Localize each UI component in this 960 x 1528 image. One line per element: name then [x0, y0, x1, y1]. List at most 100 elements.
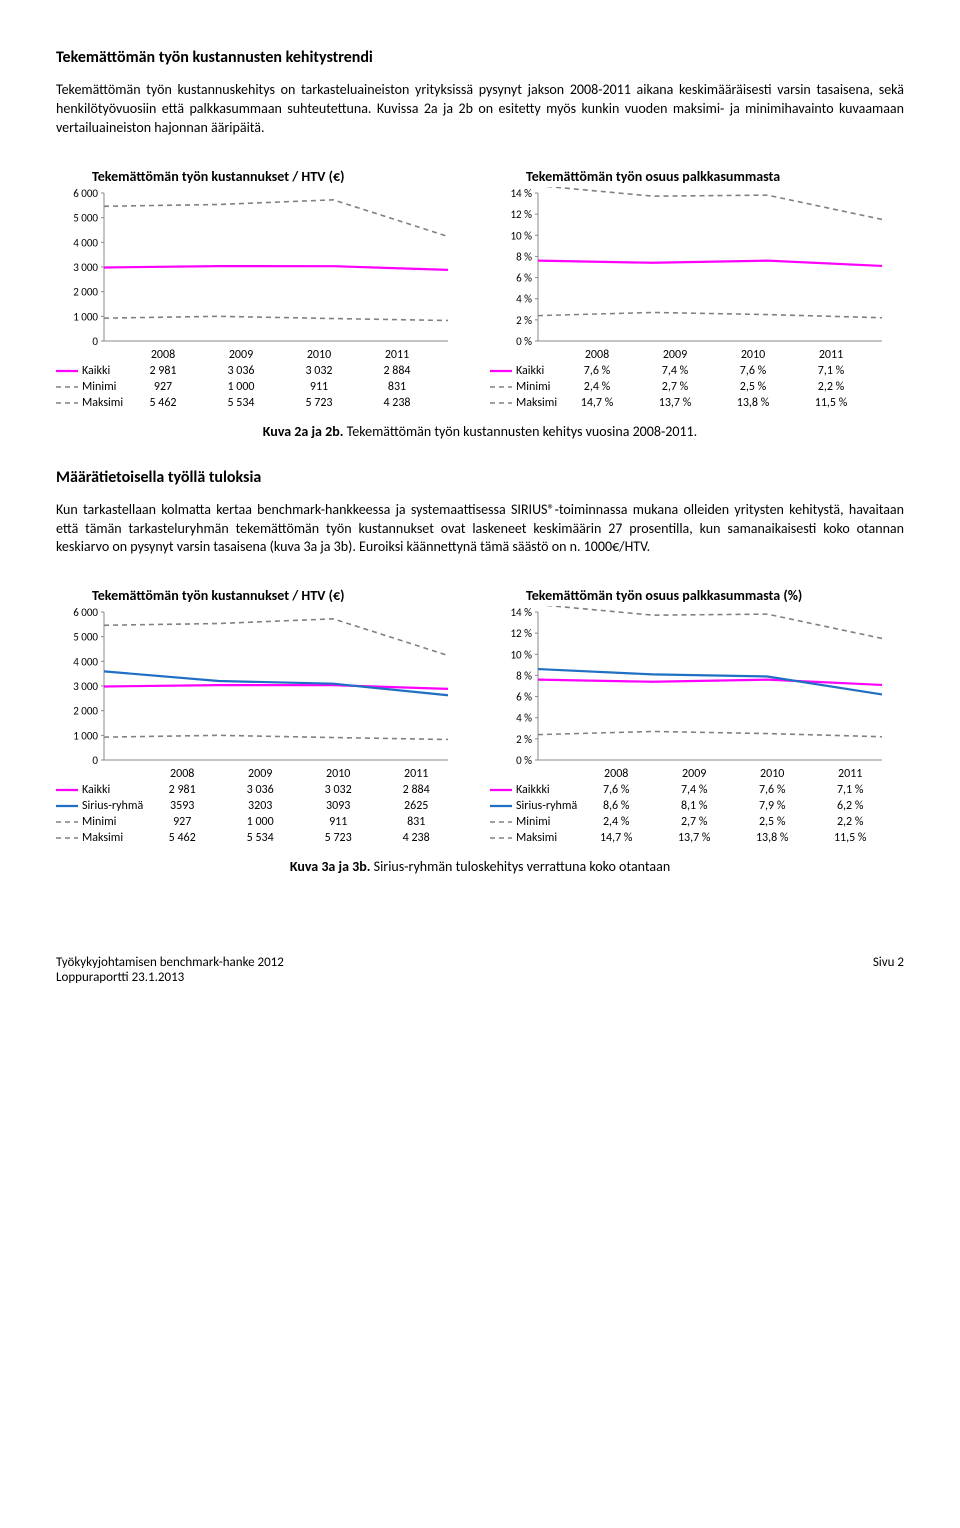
series-value: 2,7 %	[636, 379, 714, 395]
caption-2-rest: Tekemättömän työn kustannusten kehitys v…	[343, 423, 697, 440]
caption-2-bold: Kuva 2a ja 2b.	[263, 423, 344, 440]
series-label: Maksimi	[490, 830, 577, 846]
series-label: Sirius-ryhmä	[490, 798, 577, 814]
series-label: Kaikki	[490, 363, 558, 379]
y-tick-label: 10 %	[510, 649, 532, 662]
series-value: 14,7 %	[558, 395, 636, 411]
series-value: 2,2 %	[792, 379, 870, 395]
year-header: 2011	[377, 766, 455, 782]
chart-2a-title: Tekemättömän työn kustannukset / HTV (€)	[92, 168, 470, 185]
year-header: 2009	[655, 766, 733, 782]
series-value: 7,6 %	[577, 782, 655, 798]
series-value: 3593	[143, 798, 221, 814]
year-header: 2010	[733, 766, 811, 782]
chart-2a: Tekemättömän työn kustannukset / HTV (€)…	[56, 168, 470, 411]
series-value: 3 036	[221, 782, 299, 798]
series-label: Minimi	[56, 814, 143, 830]
series-value: 2 981	[143, 782, 221, 798]
series-value: 13,7 %	[636, 395, 714, 411]
series-label: Minimi	[490, 379, 558, 395]
series-value: 3203	[221, 798, 299, 814]
year-header: 2009	[202, 347, 280, 363]
y-tick-label: 8 %	[516, 250, 532, 263]
series-value: 11,5 %	[792, 395, 870, 411]
series-line	[538, 606, 882, 638]
series-line	[104, 736, 448, 740]
y-tick-label: 0 %	[516, 335, 532, 347]
series-label: Maksimi	[490, 395, 558, 411]
y-tick-label: 2 %	[516, 733, 532, 746]
series-line	[538, 187, 882, 219]
y-tick-label: 0	[92, 754, 98, 766]
y-tick-label: 1 000	[73, 310, 98, 323]
y-tick-label: 2 %	[516, 314, 532, 327]
y-tick-label: 10 %	[510, 229, 532, 242]
series-line	[104, 619, 448, 656]
chart-data-table: 2008200920102011Kaikkki7,6 %7,4 %7,6 %7,…	[490, 766, 889, 846]
series-value: 3 036	[202, 363, 280, 379]
chart-3a: Tekemättömän työn kustannukset / HTV (€)…	[56, 587, 470, 846]
year-header: 2010	[714, 347, 792, 363]
year-header: 2011	[358, 347, 436, 363]
series-value: 5 534	[221, 830, 299, 846]
series-label: Sirius-ryhmä	[56, 798, 143, 814]
y-tick-label: 8 %	[516, 670, 532, 683]
series-value: 831	[358, 379, 436, 395]
chart-3b: Tekemättömän työn osuus palkkasummasta (…	[490, 587, 904, 846]
footer-right: Sivu 2	[873, 955, 904, 985]
y-tick-label: 0	[92, 335, 98, 347]
series-value: 7,4 %	[655, 782, 733, 798]
series-value: 7,6 %	[714, 363, 792, 379]
series-value: 2,5 %	[714, 379, 792, 395]
series-value: 13,8 %	[714, 395, 792, 411]
series-value: 831	[377, 814, 455, 830]
y-tick-label: 6 000	[73, 606, 98, 619]
series-value: 2,4 %	[577, 814, 655, 830]
y-tick-label: 2 000	[73, 705, 98, 718]
footer-left: Työkykyjohtamisen benchmark-hanke 2012	[56, 955, 284, 970]
chart-svg: 01 0002 0003 0004 0005 0006 000	[56, 187, 456, 347]
caption-2: Kuva 2a ja 2b. Tekemättömän työn kustann…	[56, 423, 904, 440]
year-header: 2011	[811, 766, 889, 782]
heading-2: Määrätietoisella työllä tuloksia	[56, 468, 904, 487]
series-label: Kaikki	[56, 363, 124, 379]
series-value: 4 238	[377, 830, 455, 846]
caption-3-bold: Kuva 3a ja 3b.	[290, 858, 371, 875]
y-tick-label: 6 %	[516, 691, 532, 704]
series-line	[538, 260, 882, 265]
series-value: 1 000	[202, 379, 280, 395]
series-value: 2625	[377, 798, 455, 814]
y-tick-label: 4 000	[73, 236, 98, 249]
series-label: Maksimi	[56, 830, 143, 846]
year-header: 2011	[792, 347, 870, 363]
series-value: 911	[299, 814, 377, 830]
series-line	[104, 316, 448, 320]
series-value: 911	[280, 379, 358, 395]
series-line	[538, 732, 882, 737]
series-line	[104, 200, 448, 237]
charts-row-3: Tekemättömän työn kustannukset / HTV (€)…	[56, 587, 904, 846]
series-label: Minimi	[490, 814, 577, 830]
y-tick-label: 14 %	[510, 606, 532, 619]
series-value: 2,4 %	[558, 379, 636, 395]
series-label: Kaikki	[56, 782, 143, 798]
y-tick-label: 6 %	[516, 271, 532, 284]
series-value: 3 032	[299, 782, 377, 798]
series-value: 7,1 %	[792, 363, 870, 379]
chart-3a-title: Tekemättömän työn kustannukset / HTV (€)	[92, 587, 470, 604]
caption-3: Kuva 3a ja 3b. Sirius-ryhmän tuloskehity…	[56, 858, 904, 875]
series-line	[538, 680, 882, 685]
y-tick-label: 4 000	[73, 656, 98, 669]
y-tick-label: 5 000	[73, 211, 98, 224]
series-label: Kaikkki	[490, 782, 577, 798]
y-tick-label: 6 000	[73, 187, 98, 200]
series-line	[104, 672, 448, 696]
series-value: 1 000	[221, 814, 299, 830]
chart-data-table: 2008200920102011Kaikki2 9813 0363 0322 8…	[56, 766, 455, 846]
year-header: 2009	[221, 766, 299, 782]
series-value: 5 723	[280, 395, 358, 411]
series-value: 3093	[299, 798, 377, 814]
chart-svg: 0 %2 %4 %6 %8 %10 %12 %14 %	[490, 606, 890, 766]
series-value: 2,2 %	[811, 814, 889, 830]
chart-data-table: 2008200920102011Kaikki7,6 %7,4 %7,6 %7,1…	[490, 347, 870, 411]
